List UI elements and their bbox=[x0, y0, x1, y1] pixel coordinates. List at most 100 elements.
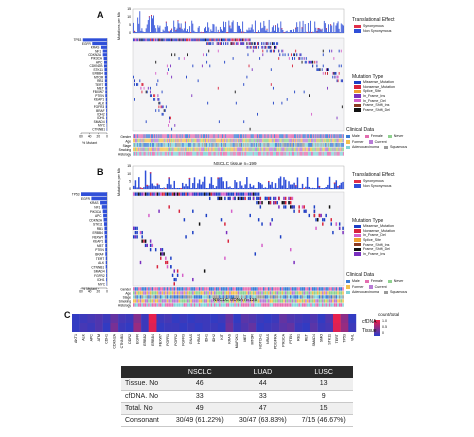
tmb-bar bbox=[316, 177, 319, 189]
heatmap-cell bbox=[225, 314, 234, 323]
clinical-cell bbox=[296, 291, 299, 295]
mutation-cell bbox=[173, 38, 175, 42]
mutation-cell bbox=[155, 109, 157, 112]
clinical-cell bbox=[260, 143, 262, 147]
mutation-cell bbox=[175, 38, 177, 42]
clinical-cell bbox=[222, 138, 223, 143]
clinical-cell bbox=[187, 147, 188, 152]
colorbar bbox=[374, 320, 380, 336]
tmb-bar bbox=[330, 24, 332, 33]
clinical-cell bbox=[200, 291, 203, 295]
tmb-bar bbox=[210, 29, 212, 33]
mutation-cell bbox=[171, 75, 173, 79]
tmb-bar bbox=[257, 181, 260, 189]
clinical-cell bbox=[332, 303, 334, 307]
tmb-bar bbox=[206, 30, 208, 33]
clinical-cell bbox=[299, 147, 301, 152]
mutation-cell bbox=[225, 192, 228, 196]
clinical-cell bbox=[181, 295, 184, 299]
mutation-cell bbox=[271, 218, 273, 222]
heatmap-cell bbox=[271, 323, 280, 332]
clinical-cell bbox=[315, 147, 317, 152]
mutation-cell bbox=[134, 235, 137, 239]
clinical-cell bbox=[293, 303, 295, 307]
clinical-cell bbox=[193, 299, 196, 303]
mutation-cell bbox=[289, 201, 292, 205]
oncoprint-grid bbox=[132, 37, 345, 132]
mutant-bar bbox=[104, 230, 107, 235]
tmb-bar bbox=[197, 183, 199, 189]
clinical-cell bbox=[148, 291, 150, 295]
clinical-cell bbox=[180, 287, 182, 291]
mutation-cell bbox=[276, 201, 278, 205]
clinical-cell bbox=[147, 143, 149, 147]
clinical-cell bbox=[341, 147, 343, 152]
clinical-cell bbox=[287, 134, 289, 139]
clinical-cell bbox=[173, 295, 175, 299]
clinical-cell bbox=[186, 138, 187, 143]
clinical-cell bbox=[156, 295, 159, 299]
gene-label: CTNNB1 bbox=[91, 265, 104, 269]
mutation-cell bbox=[311, 60, 313, 64]
mutant-bar bbox=[103, 222, 107, 226]
clinical-cell bbox=[146, 138, 148, 143]
clinical-cell bbox=[156, 143, 158, 147]
clinical-cell bbox=[219, 287, 221, 291]
table-cell: Total. No bbox=[121, 402, 169, 415]
tmb-bar bbox=[271, 27, 273, 33]
clinical-cell bbox=[188, 287, 191, 291]
clinical-cell bbox=[328, 134, 329, 139]
mutation-cell bbox=[155, 71, 157, 75]
clinical-cell bbox=[216, 143, 218, 147]
tmb-bar bbox=[247, 30, 249, 33]
mutation-cell bbox=[318, 213, 321, 218]
clinical-cell bbox=[327, 287, 329, 291]
clinical-cell bbox=[256, 299, 258, 303]
clinical-cell bbox=[163, 295, 165, 299]
tmb-bar bbox=[334, 32, 336, 33]
clinical-cell bbox=[305, 303, 307, 307]
clinical-cell bbox=[231, 138, 233, 143]
clinical-cell bbox=[223, 147, 224, 152]
clinical-cell bbox=[193, 287, 196, 291]
clinical-cell bbox=[188, 151, 189, 156]
mutation-cell bbox=[229, 196, 231, 201]
clinical-cell bbox=[317, 147, 319, 152]
heatmap-gene-label: PDGFRA bbox=[274, 333, 278, 349]
clinical-cell bbox=[239, 138, 240, 143]
panel-a-figure: 151050GenderAgeStageSmokingHistologyTP53… bbox=[74, 7, 345, 157]
clinical-cell bbox=[246, 287, 248, 291]
clinical-cell bbox=[190, 151, 192, 156]
tmb-bar bbox=[159, 25, 161, 33]
mutation-cell bbox=[311, 112, 313, 116]
clinical-cell bbox=[207, 143, 209, 147]
tmb-bar bbox=[261, 28, 263, 33]
heatmap-cell bbox=[79, 323, 88, 332]
gene-label: MET bbox=[97, 86, 104, 90]
tmb-bar-syn bbox=[188, 177, 191, 180]
tmb-bar bbox=[208, 183, 211, 189]
clinical-cell bbox=[264, 299, 267, 303]
gene-label: SMAD4 bbox=[94, 120, 105, 124]
clinical-cell bbox=[246, 151, 248, 156]
clinical-cell bbox=[328, 299, 331, 303]
tmb-bar bbox=[213, 24, 215, 33]
clinical-cell bbox=[212, 291, 214, 295]
clinical-cell bbox=[167, 143, 169, 147]
mutation-cell bbox=[303, 209, 305, 213]
clinical-cell bbox=[185, 299, 187, 303]
clinical-cell bbox=[309, 151, 310, 156]
tmb-bar bbox=[143, 32, 145, 33]
mutation-cell bbox=[281, 201, 284, 205]
clinical-cell bbox=[241, 287, 243, 291]
clinical-cell bbox=[206, 143, 208, 147]
clinical-cell bbox=[251, 303, 253, 307]
clinical-cell bbox=[252, 134, 254, 139]
heatmap-cell bbox=[87, 323, 96, 332]
clinical-cell bbox=[246, 291, 248, 295]
clinical-cell bbox=[138, 138, 140, 143]
clinical-cell bbox=[244, 295, 246, 299]
mutation-cell bbox=[244, 38, 246, 42]
clinical-cell bbox=[342, 134, 344, 139]
tmb-bar bbox=[223, 21, 224, 33]
